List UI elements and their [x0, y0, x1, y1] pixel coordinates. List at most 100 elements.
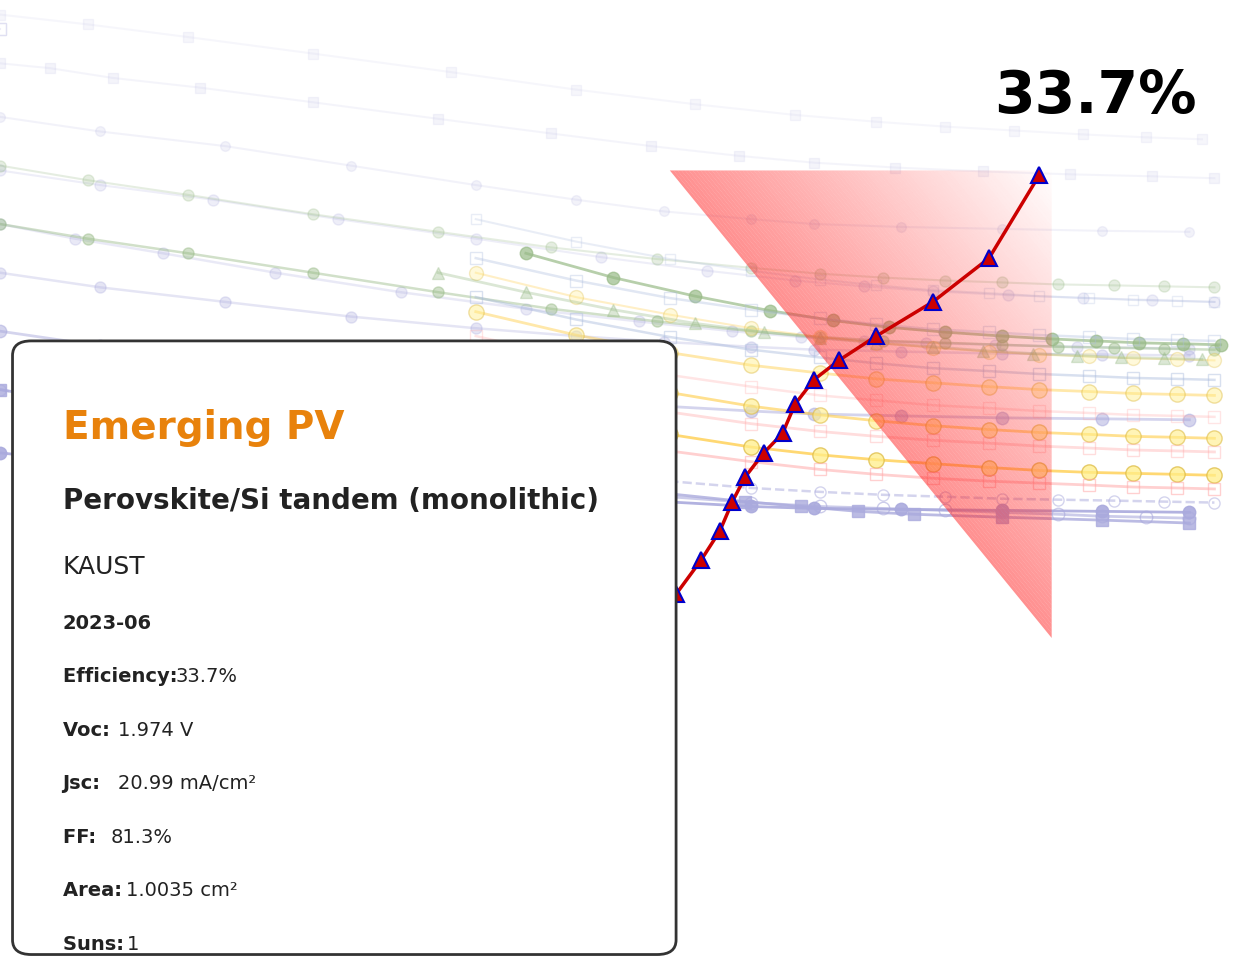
Polygon shape: [998, 170, 1052, 236]
Text: 81.3%: 81.3%: [110, 828, 173, 847]
Polygon shape: [895, 170, 1052, 362]
Polygon shape: [735, 170, 1052, 558]
Polygon shape: [742, 170, 1052, 549]
Polygon shape: [789, 170, 1052, 493]
Polygon shape: [1002, 170, 1052, 231]
Polygon shape: [838, 170, 1052, 432]
Polygon shape: [670, 170, 1052, 638]
Polygon shape: [815, 170, 1052, 461]
Polygon shape: [873, 170, 1052, 391]
Text: Voc:: Voc:: [63, 721, 116, 740]
Text: 1.974 V: 1.974 V: [118, 721, 194, 740]
Polygon shape: [972, 170, 1052, 269]
Text: 2023-06: 2023-06: [63, 614, 151, 633]
Polygon shape: [811, 170, 1052, 465]
Polygon shape: [1009, 170, 1052, 222]
Polygon shape: [945, 170, 1052, 301]
Polygon shape: [929, 170, 1052, 320]
Polygon shape: [856, 170, 1052, 409]
Polygon shape: [709, 170, 1052, 591]
Polygon shape: [918, 170, 1052, 334]
Polygon shape: [689, 170, 1052, 615]
Polygon shape: [750, 170, 1052, 540]
Text: Perovskite/Si tandem (monolithic): Perovskite/Si tandem (monolithic): [63, 487, 598, 515]
Polygon shape: [880, 170, 1052, 381]
Polygon shape: [849, 170, 1052, 418]
Polygon shape: [761, 170, 1052, 526]
Polygon shape: [942, 170, 1052, 306]
Polygon shape: [700, 170, 1052, 601]
Polygon shape: [975, 170, 1052, 264]
Polygon shape: [853, 170, 1052, 414]
Polygon shape: [903, 170, 1052, 353]
Polygon shape: [731, 170, 1052, 563]
Polygon shape: [808, 170, 1052, 469]
Text: Suns:: Suns:: [63, 935, 130, 955]
Polygon shape: [964, 170, 1052, 278]
Polygon shape: [834, 170, 1052, 437]
Polygon shape: [979, 170, 1052, 259]
Polygon shape: [891, 170, 1052, 367]
Text: Emerging PV: Emerging PV: [63, 409, 344, 447]
Polygon shape: [727, 170, 1052, 568]
Polygon shape: [888, 170, 1052, 371]
Text: Jsc:: Jsc:: [63, 774, 108, 794]
Text: 33.7%: 33.7%: [175, 667, 238, 687]
Polygon shape: [804, 170, 1052, 474]
Polygon shape: [884, 170, 1052, 376]
Polygon shape: [906, 170, 1052, 348]
Polygon shape: [704, 170, 1052, 596]
Polygon shape: [983, 170, 1052, 254]
Polygon shape: [784, 170, 1052, 498]
Polygon shape: [746, 170, 1052, 544]
Polygon shape: [960, 170, 1052, 282]
Text: Area:: Area:: [63, 881, 129, 901]
Polygon shape: [865, 170, 1052, 399]
Polygon shape: [876, 170, 1052, 386]
Polygon shape: [990, 170, 1052, 245]
Polygon shape: [869, 170, 1052, 394]
Polygon shape: [925, 170, 1052, 324]
Polygon shape: [716, 170, 1052, 581]
Polygon shape: [914, 170, 1052, 339]
Polygon shape: [757, 170, 1052, 531]
Polygon shape: [819, 170, 1052, 456]
Polygon shape: [921, 170, 1052, 329]
Text: 20.99 mA/cm²: 20.99 mA/cm²: [118, 774, 257, 794]
Polygon shape: [724, 170, 1052, 573]
Text: 1: 1: [126, 935, 139, 955]
Polygon shape: [769, 170, 1052, 516]
Polygon shape: [772, 170, 1052, 511]
Polygon shape: [780, 170, 1052, 503]
Polygon shape: [677, 170, 1052, 628]
Polygon shape: [826, 170, 1052, 446]
Polygon shape: [987, 170, 1052, 250]
Polygon shape: [681, 170, 1052, 624]
Polygon shape: [800, 170, 1052, 479]
Text: Efficiency:: Efficiency:: [63, 667, 184, 687]
Polygon shape: [739, 170, 1052, 554]
Text: FF:: FF:: [63, 828, 103, 847]
Polygon shape: [720, 170, 1052, 578]
Polygon shape: [953, 170, 1052, 292]
Polygon shape: [823, 170, 1052, 451]
Polygon shape: [674, 170, 1052, 633]
Polygon shape: [776, 170, 1052, 507]
Polygon shape: [765, 170, 1052, 521]
Polygon shape: [910, 170, 1052, 344]
Polygon shape: [696, 170, 1052, 605]
Polygon shape: [933, 170, 1052, 316]
Polygon shape: [692, 170, 1052, 610]
Polygon shape: [685, 170, 1052, 619]
Polygon shape: [899, 170, 1052, 357]
Text: 33.7%: 33.7%: [994, 68, 1197, 126]
Polygon shape: [841, 170, 1052, 428]
Polygon shape: [796, 170, 1052, 484]
Polygon shape: [845, 170, 1052, 423]
Text: KAUST: KAUST: [63, 555, 145, 580]
Polygon shape: [1005, 170, 1052, 227]
Polygon shape: [793, 170, 1052, 488]
Polygon shape: [957, 170, 1052, 287]
Polygon shape: [861, 170, 1052, 404]
Polygon shape: [712, 170, 1052, 586]
